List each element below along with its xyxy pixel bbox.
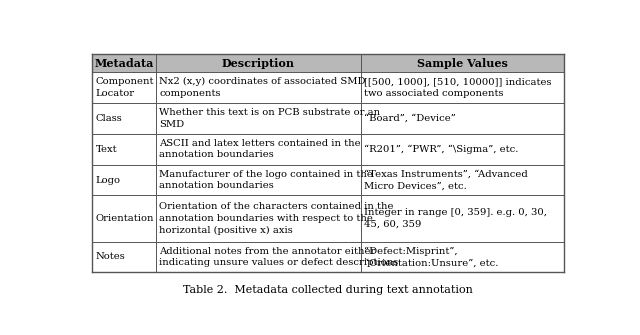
Text: Whether this text is on PCB substrate or an
SMD: Whether this text is on PCB substrate or… xyxy=(159,108,381,129)
Text: Component
Locator: Component Locator xyxy=(96,77,154,98)
Text: Integer in range [0, 359]. e.g. 0, 30,
45, 60, 359: Integer in range [0, 359]. e.g. 0, 30, 4… xyxy=(364,208,547,229)
Text: Table 2.  Metadata collected during text annotation: Table 2. Metadata collected during text … xyxy=(183,285,473,295)
Text: [[500, 1000], [510, 10000]] indicates
two associated components: [[500, 1000], [510, 10000]] indicates tw… xyxy=(364,77,552,98)
Text: Orientation: Orientation xyxy=(96,214,154,223)
Text: Class: Class xyxy=(96,114,123,123)
Text: Logo: Logo xyxy=(96,176,121,185)
Text: Orientation of the characters contained in the
annotation boundaries with respec: Orientation of the characters contained … xyxy=(159,202,394,234)
Text: “Defect:Misprint”,
“Orientation:Unsure”, etc.: “Defect:Misprint”, “Orientation:Unsure”,… xyxy=(364,247,499,267)
Text: Metadata: Metadata xyxy=(95,58,154,69)
Text: Nx2 (x,y) coordinates of associated SMD
components: Nx2 (x,y) coordinates of associated SMD … xyxy=(159,77,366,98)
Text: Manufacturer of the logo contained in the
annotation boundaries: Manufacturer of the logo contained in th… xyxy=(159,170,373,190)
Bar xyxy=(92,54,564,72)
Text: Additional notes from the annotator either
indicating unsure values or defect de: Additional notes from the annotator eith… xyxy=(159,247,399,267)
Text: ASCII and latex letters contained in the
annotation boundaries: ASCII and latex letters contained in the… xyxy=(159,139,361,159)
Text: “R201”, “PWR”, “\Sigma”, etc.: “R201”, “PWR”, “\Sigma”, etc. xyxy=(364,145,519,154)
Text: Text: Text xyxy=(96,145,118,154)
Text: Description: Description xyxy=(222,58,295,69)
Text: Notes: Notes xyxy=(96,253,125,261)
Text: “Board”, “Device”: “Board”, “Device” xyxy=(364,114,456,123)
Text: “Texas Instruments”, “Advanced
Micro Devices”, etc.: “Texas Instruments”, “Advanced Micro Dev… xyxy=(364,170,528,190)
Text: Sample Values: Sample Values xyxy=(417,58,508,69)
